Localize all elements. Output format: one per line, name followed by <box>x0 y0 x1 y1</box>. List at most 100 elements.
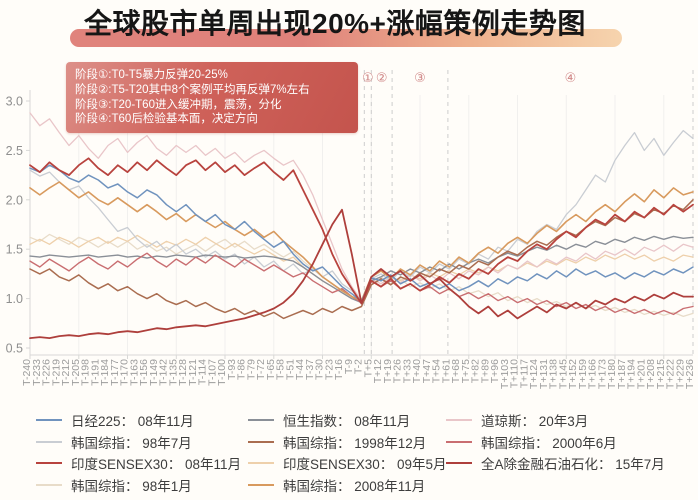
legend-label: 日经225： 08年11月 <box>71 414 194 429</box>
x-tick-label: T-184 <box>99 359 111 386</box>
x-tick-label: T-79 <box>245 359 257 380</box>
legend-swatch-icon <box>248 440 274 443</box>
y-tick-label: 2.0 <box>6 193 23 207</box>
x-tick-label: T+19 <box>382 359 394 383</box>
x-tick-label: T+180 <box>606 359 618 389</box>
legend-label: 道琼斯： 20年3月 <box>481 414 589 429</box>
x-tick-label: T+131 <box>538 359 550 389</box>
legend-swatch-icon <box>446 440 472 443</box>
x-tick-label: T-205 <box>70 359 82 386</box>
x-tick-label: T-37 <box>304 359 316 380</box>
x-tick-label: T+173 <box>596 359 608 389</box>
x-tick-label: T+68 <box>450 359 462 383</box>
x-tick-label: T+12 <box>372 359 384 383</box>
x-tick-label: T-72 <box>255 359 267 380</box>
x-tick-label: T+187 <box>616 359 628 389</box>
x-tick-label: T-156 <box>138 359 150 386</box>
legend-label: 韩国综指： 98年7月 <box>71 435 192 451</box>
legend-swatch-icon <box>36 462 62 464</box>
line-chart: T-240T-233T-226T-219T-212T-205T-198T-191… <box>6 70 696 389</box>
x-tick-label: T+117 <box>518 359 530 388</box>
x-tick-label: T-163 <box>128 359 140 386</box>
legend-item: 韩国综指： 98年1月 <box>36 477 192 494</box>
legend-swatch-icon <box>36 440 62 443</box>
x-tick-label: T-142 <box>158 359 170 386</box>
legend-label: 韩国综指： 2008年11月 <box>283 478 426 494</box>
x-tick-label: T-93 <box>226 359 238 380</box>
legend-label: 韩国综指： 2000年6月 <box>481 435 617 451</box>
x-tick-label: T-16 <box>333 359 345 380</box>
annotation-line-2: 阶段②:T5-T20其中8个案例平均再反弹7%左右 <box>75 83 310 96</box>
series-line-印度SENSEX30-08年11月 <box>29 157 694 305</box>
x-tick-label: T-107 <box>206 359 218 386</box>
x-tick-label: T-170 <box>119 359 131 386</box>
series-line-全A除金融石油石化-15年7月 <box>29 208 694 340</box>
x-tick-label: T+103 <box>499 359 511 389</box>
legend-item: 恒生指数： 08年11月 <box>248 412 410 429</box>
x-tick-label: T-121 <box>187 359 199 386</box>
x-tick-label: T+54 <box>431 359 443 383</box>
page-title: 全球股市单周出现20%+涨幅策例走势图 <box>84 8 586 39</box>
x-tick-label: T-9 <box>343 359 355 374</box>
x-tick-label: T-86 <box>236 359 248 380</box>
annotation-line-3: 阶段③:T20-T60进入缓冲期，震荡，分化 <box>75 98 282 111</box>
legend-item: 韩国综指： 1998年12月 <box>248 434 427 451</box>
legend-item: 印度SENSEX30： 08年11月 <box>36 455 242 472</box>
legend-swatch-icon <box>248 419 274 421</box>
x-tick-label: T+194 <box>626 359 638 389</box>
legend-label: 韩国综指： 98年1月 <box>71 478 192 494</box>
x-tick-label: T+166 <box>587 359 599 389</box>
x-tick-label: T+236 <box>684 359 696 389</box>
y-tick-label: 2.5 <box>6 144 23 158</box>
x-tick-label: T+82 <box>470 359 482 383</box>
legend-item: 韩国综指： 98年7月 <box>36 434 192 451</box>
y-tick-label: 0.5 <box>6 342 23 356</box>
legend-swatch-icon <box>36 483 62 486</box>
x-tick-label: T+40 <box>411 359 423 383</box>
annotation-line-1: 阶段①:T0-T5暴力反弹20-25% <box>75 69 228 81</box>
x-tick-label: T-100 <box>216 359 228 386</box>
x-tick-label: T+61 <box>440 359 452 383</box>
x-tick-label: T+47 <box>421 359 433 383</box>
x-tick-label: T+33 <box>401 359 413 383</box>
stage-marker-label: ② <box>376 70 388 85</box>
legend-item: 日经225： 08年11月 <box>36 412 194 429</box>
x-tick-label: T+138 <box>548 359 560 389</box>
x-tick-label: T-23 <box>323 359 335 380</box>
stage-marker-label: ④ <box>565 70 577 85</box>
x-tick-label: T-240 <box>21 359 33 386</box>
annotation-line-4: 阶段④:T60后检验基本面，决定方向 <box>75 113 258 126</box>
legend-swatch-icon <box>248 483 274 486</box>
x-tick-label: T-149 <box>148 359 160 386</box>
y-tick-label: 3.0 <box>6 95 23 109</box>
x-tick-label: T-30 <box>314 359 326 380</box>
series-line-韩国综指-2008年11月 <box>29 181 694 302</box>
x-tick-label: T-135 <box>167 359 179 386</box>
legend-item: 印度SENSEX30： 09年5月 <box>248 455 447 472</box>
x-tick-label: T-212 <box>60 359 72 386</box>
x-tick-label: T-198 <box>80 359 92 386</box>
x-tick-label: T+159 <box>577 359 589 389</box>
x-tick-label: T+110 <box>509 359 521 388</box>
x-tick-label: T+5 <box>362 359 374 378</box>
x-tick-label: T-44 <box>294 359 306 380</box>
x-tick-label: T-219 <box>50 359 62 386</box>
series-line-日经225-08年11月 <box>29 164 694 303</box>
series-line-韩国综指-98年7月 <box>29 129 694 302</box>
title-highlight-underline <box>70 29 622 47</box>
x-tick-label: T-65 <box>265 359 277 380</box>
legend-swatch-icon <box>446 419 472 421</box>
legend-item: 全A除金融石油石化： 15年7月 <box>446 455 665 472</box>
x-tick-label: T-51 <box>284 359 296 380</box>
x-tick-label: T+222 <box>665 359 677 389</box>
stage-marker-label: ③ <box>414 70 426 85</box>
legend-swatch-icon <box>36 419 62 421</box>
x-tick-label: T+89 <box>479 359 491 383</box>
legend-item: 韩国综指： 2008年11月 <box>248 477 426 494</box>
legend-label: 韩国综指： 1998年12月 <box>283 435 427 451</box>
x-tick-label: T+75 <box>460 359 472 383</box>
legend-label: 印度SENSEX30： 08年11月 <box>71 457 242 472</box>
x-tick-label: T+215 <box>655 359 667 389</box>
legend-swatch-icon <box>248 462 274 464</box>
